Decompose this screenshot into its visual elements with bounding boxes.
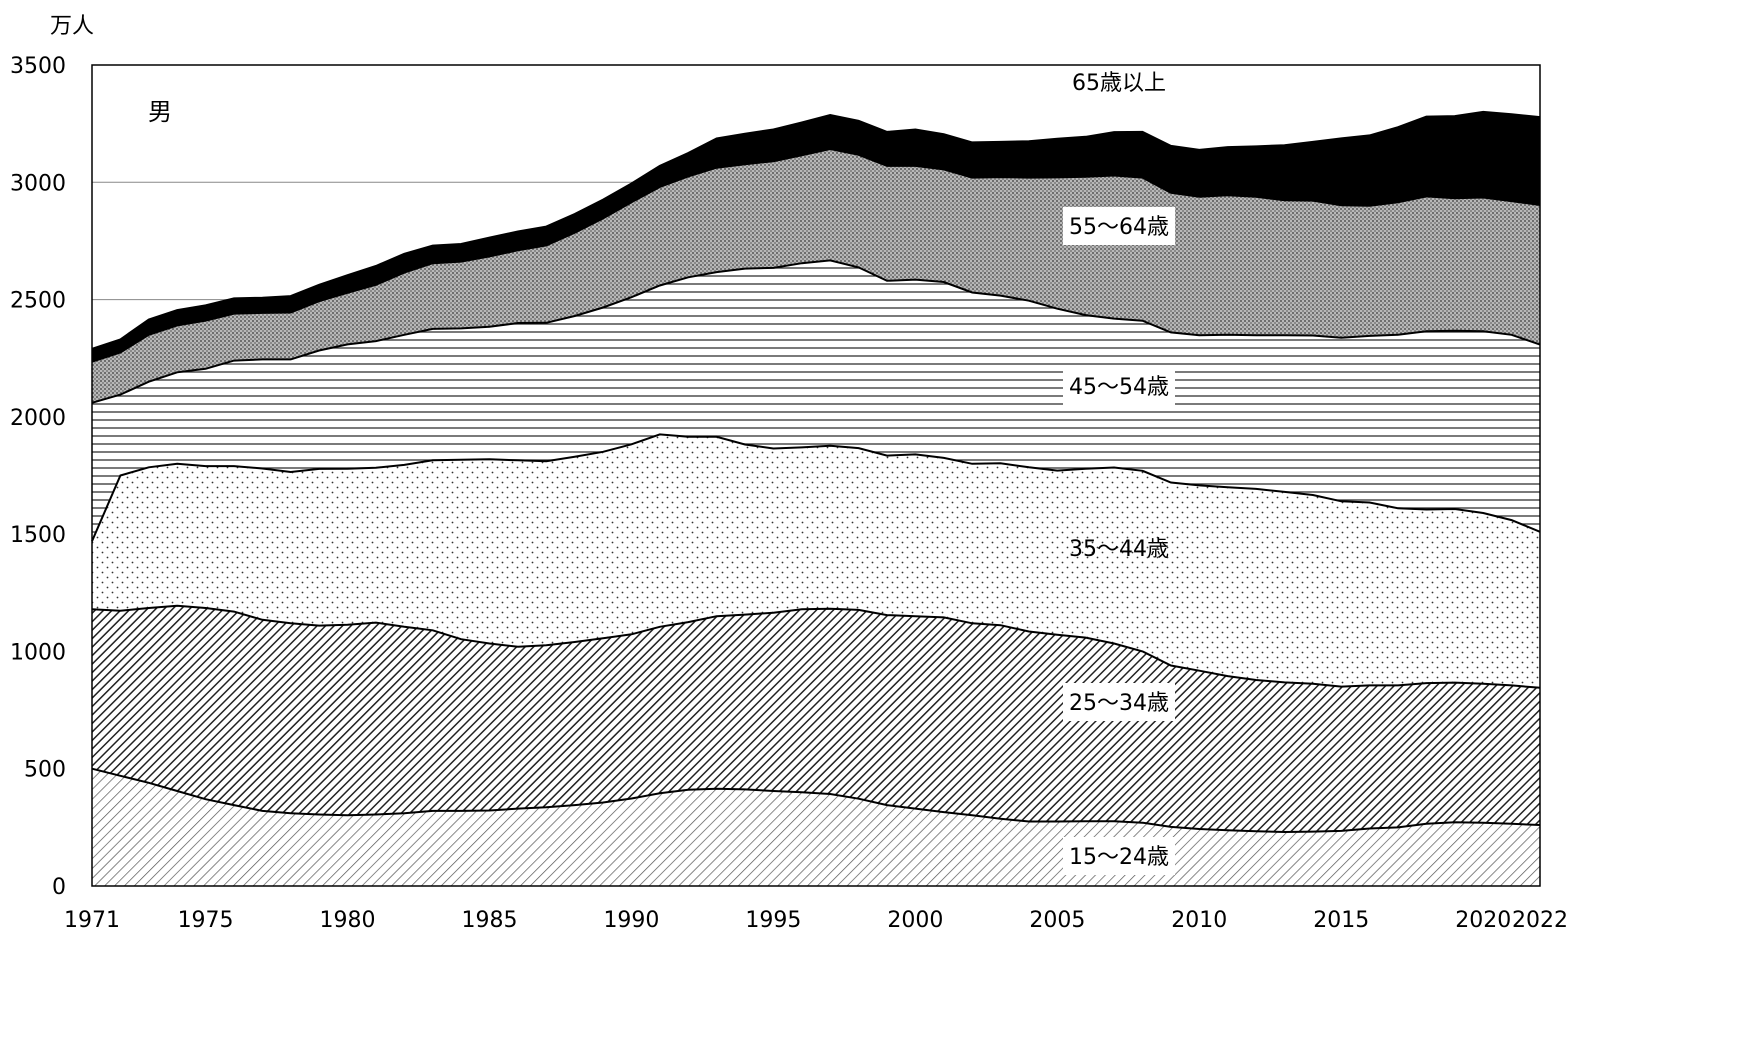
y-unit-label: 万人 — [50, 14, 94, 39]
series-boundary-line-4 — [91, 259, 1541, 404]
x-tick-label-1971: 1971 — [64, 908, 120, 933]
series-label-2: 25～34歳 — [1069, 691, 1169, 716]
series-boundary-line-3 — [91, 433, 1541, 542]
panel-label: 男 — [148, 98, 172, 126]
area-series-5 — [92, 149, 1540, 403]
series-label-box-2 — [1063, 683, 1175, 721]
series-boundary-line-6 — [91, 110, 1541, 350]
area-series-group — [91, 110, 1541, 886]
x-tick-label-1975: 1975 — [178, 908, 234, 933]
area-series-1 — [92, 768, 1540, 886]
y-tick-label-1000: 1000 — [10, 640, 66, 665]
x-tick-label-1990: 1990 — [603, 908, 659, 933]
y-tick-label-1500: 1500 — [10, 523, 66, 548]
y-tick-label-3500: 3500 — [10, 54, 66, 79]
series-label-5: 55～64歳 — [1069, 215, 1169, 240]
x-tick-label-2000: 2000 — [887, 908, 943, 933]
series-boundary-line-5 — [91, 147, 1541, 363]
y-tick-label-3000: 3000 — [10, 171, 66, 196]
x-tick-label-2010: 2010 — [1171, 908, 1227, 933]
series-boundary-line-2 — [91, 604, 1541, 689]
area-series-3 — [92, 434, 1540, 688]
y-tick-label-2000: 2000 — [10, 406, 66, 431]
x-tick-label-1980: 1980 — [320, 908, 376, 933]
plot-frame — [91, 64, 1541, 887]
area-series-2 — [92, 605, 1540, 832]
area-series-6 — [92, 111, 1540, 362]
series-label-1: 15～24歳 — [1069, 845, 1169, 870]
series-label-4: 45～54歳 — [1069, 375, 1169, 400]
x-tick-label-2020: 2020 — [1455, 908, 1511, 933]
series-label-box-1 — [1063, 837, 1175, 875]
series-label-3: 35～44歳 — [1069, 537, 1169, 562]
y-tick-label-2500: 2500 — [10, 289, 66, 314]
x-tick-label-2005: 2005 — [1029, 908, 1085, 933]
series-label-6: 65歳以上 — [1072, 71, 1166, 96]
axes: 0 500 1000 1500 2000 2500 3000 3500 1971 1975 1980… — [10, 14, 1568, 933]
x-tick-label-1985: 1985 — [461, 908, 517, 933]
series-label-box-5 — [1063, 207, 1175, 245]
y-tick-label-500: 500 — [24, 758, 66, 783]
x-tick-label-2015: 2015 — [1313, 908, 1369, 933]
series-boundary-line-1 — [91, 767, 1541, 834]
area-series-4 — [92, 260, 1540, 542]
x-tick-label-2022: 2022 — [1512, 908, 1568, 933]
series-labels: 男 15～24歳 25～34歳 35～44歳 45～54歳 55～64歳 65歳以上 — [148, 71, 1175, 875]
y-tick-label-0: 0 — [52, 875, 66, 900]
x-tick-label-1995: 1995 — [745, 908, 801, 933]
series-label-box-4 — [1063, 367, 1175, 405]
